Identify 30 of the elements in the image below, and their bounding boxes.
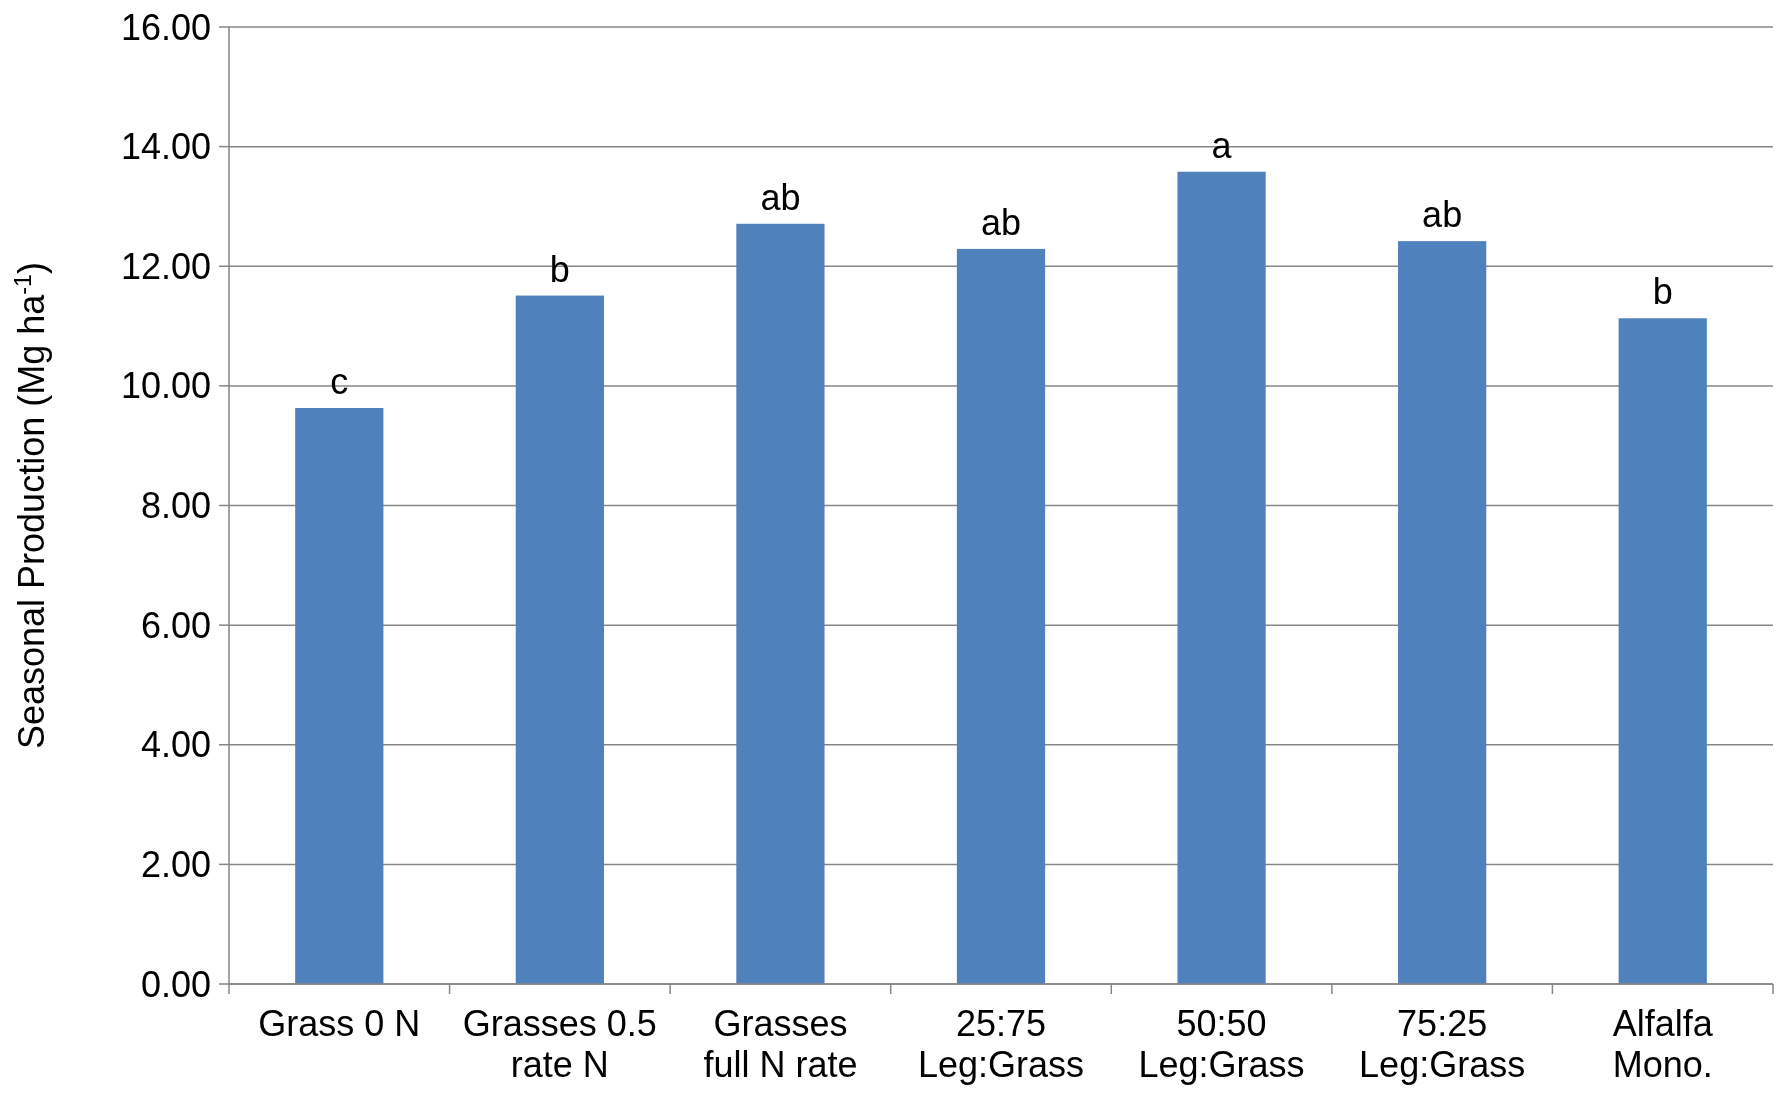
x-tick-label: Alfalfa Mono. [1612,1003,1714,1086]
bar [736,223,825,984]
bar [956,248,1046,984]
annotation: ab [760,176,801,218]
annotation: b [1652,271,1673,313]
y-tick-label: 0.00 [140,963,211,1005]
annotation: c [330,361,349,403]
bar [1618,318,1707,984]
x-tick-label: Grasses 0.5 rate N [462,1003,657,1086]
bar [1398,241,1487,984]
y-tick-label: 4.00 [140,724,211,766]
x-tick-label: 75:25 Leg:Grass [1359,1003,1526,1086]
y-tick-label: 14.00 [120,126,211,168]
y-tick-label: 16.00 [120,6,211,48]
x-tick-label: Grasses full N rate [703,1003,858,1086]
x-tick-label: Grass 0 N [258,1003,421,1044]
bar [295,408,384,984]
y-tick-label: 6.00 [140,604,211,646]
x-tick-label: 25:75 Leg:Grass [917,1003,1085,1086]
bar [1177,171,1266,984]
annotation: b [549,248,570,290]
y-tick-label: 8.00 [140,485,211,527]
annotation: a [1211,124,1233,166]
x-tick-label: 50:50 Leg:Grass [1138,1003,1305,1086]
y-tick-label: 12.00 [120,245,211,287]
y-tick-label: 2.00 [140,843,211,885]
bar [515,295,604,984]
annotation: ab [980,201,1022,243]
y-tick-label: 10.00 [120,365,211,407]
annotation: ab [1422,194,1463,236]
